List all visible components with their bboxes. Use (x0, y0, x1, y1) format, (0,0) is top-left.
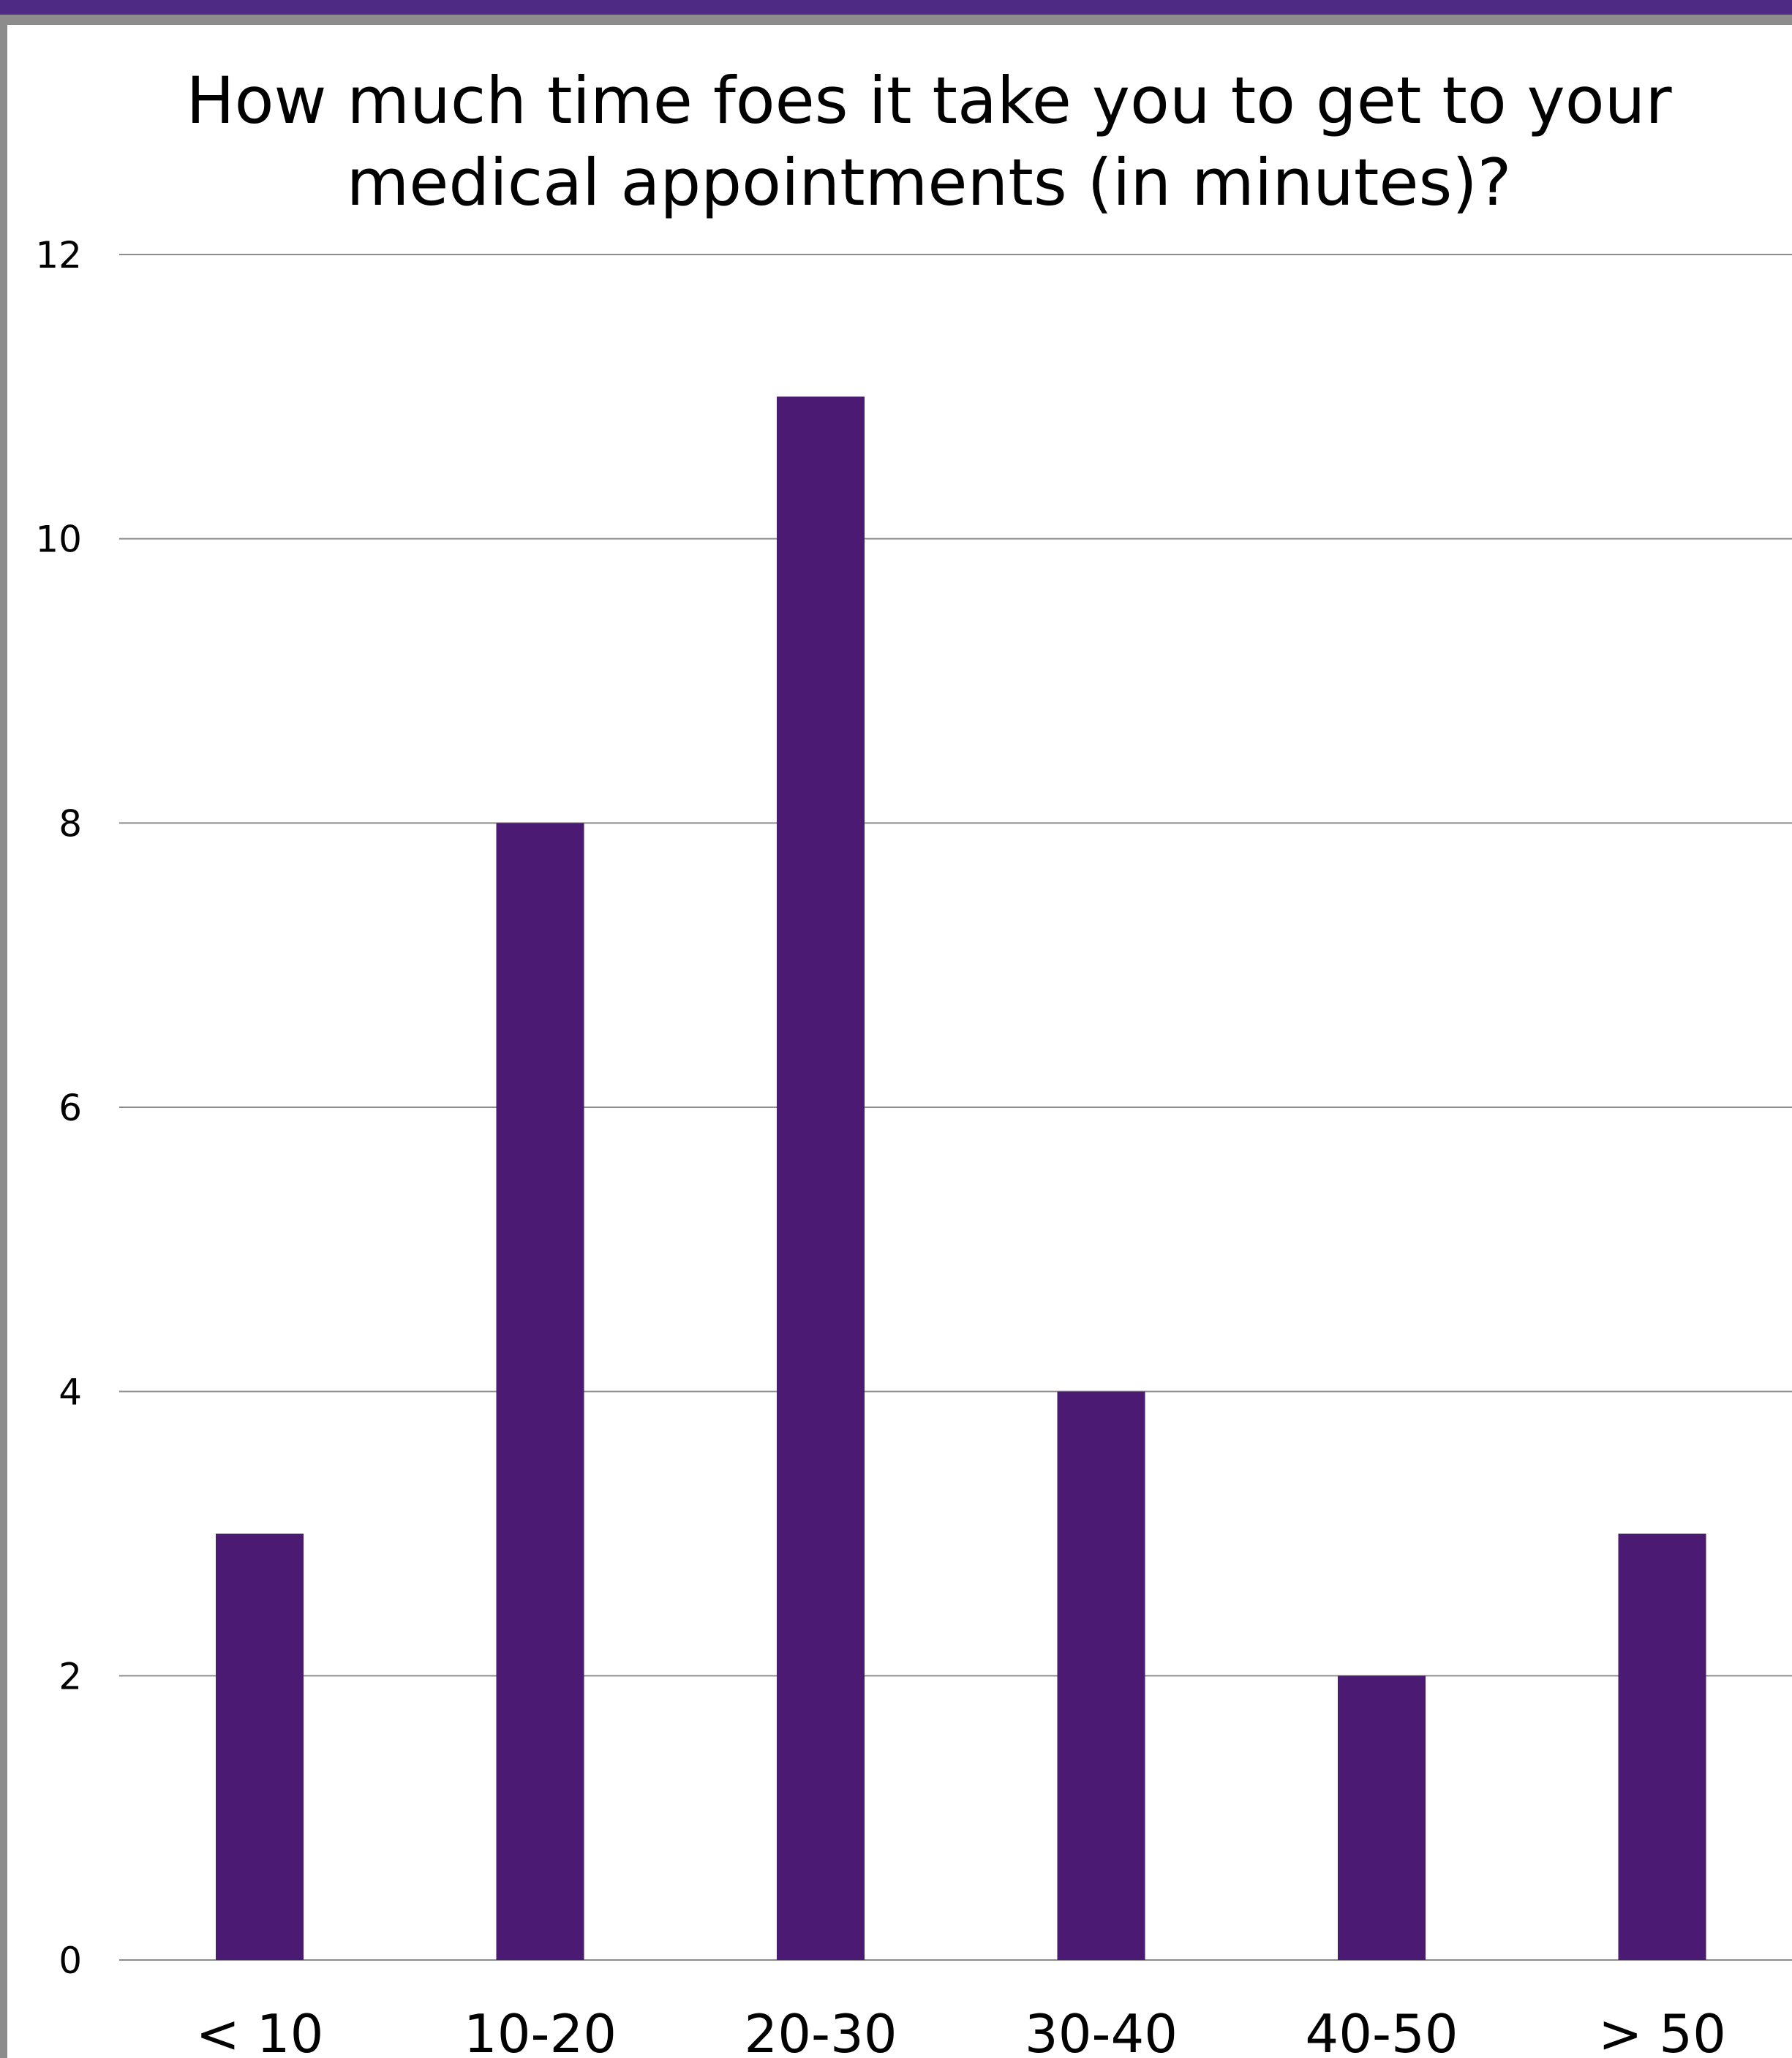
x-category-label: 20-30 (744, 2003, 897, 2058)
bar (777, 396, 865, 1961)
chart-title: How much time foes it take you to get to… (117, 60, 1741, 224)
bar (1338, 1676, 1426, 1960)
x-category-label: 40-50 (1305, 2003, 1458, 2058)
y-tick-label: 0 (59, 1940, 82, 1982)
bar (216, 1534, 304, 1960)
top-accent-bar (0, 0, 1792, 15)
y-tick-label: 6 (59, 1087, 82, 1129)
y-tick-label: 12 (35, 234, 82, 276)
x-category-label: > 50 (1598, 2003, 1726, 2058)
bar (496, 823, 584, 1960)
y-tick-label: 8 (59, 802, 82, 845)
x-category-label: 10-20 (464, 2003, 617, 2058)
left-border-line (0, 15, 7, 2058)
chart-title-line-1: How much time foes it take you to get to… (186, 63, 1672, 138)
x-category-label: 30-40 (1025, 2003, 1178, 2058)
chart-title-line-2: medical appointments (in minutes)? (346, 145, 1512, 220)
bar (1618, 1534, 1706, 1960)
y-tick-label: 2 (59, 1655, 82, 1697)
y-tick-label: 10 (35, 519, 82, 561)
x-category-label: < 10 (196, 2003, 324, 2058)
top-border-line (0, 15, 1792, 25)
y-tick-label: 4 (59, 1371, 82, 1414)
bar (1057, 1391, 1145, 1960)
